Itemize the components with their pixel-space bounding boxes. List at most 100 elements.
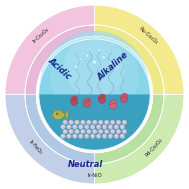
Circle shape	[124, 94, 128, 97]
Wedge shape	[39, 94, 150, 150]
Wedge shape	[94, 94, 164, 164]
Circle shape	[108, 125, 113, 129]
Text: Ru-Co₂O₄: Ru-Co₂O₄	[137, 26, 158, 45]
Text: Alkaline: Alkaline	[96, 51, 130, 83]
Wedge shape	[39, 39, 150, 94]
Circle shape	[116, 65, 119, 68]
Circle shape	[97, 135, 99, 136]
Polygon shape	[52, 110, 64, 120]
Circle shape	[105, 53, 107, 55]
Circle shape	[109, 125, 110, 127]
Circle shape	[102, 94, 106, 98]
Circle shape	[84, 125, 89, 129]
Circle shape	[88, 130, 89, 132]
Circle shape	[84, 100, 91, 107]
Circle shape	[115, 135, 116, 136]
Circle shape	[99, 130, 101, 132]
Circle shape	[85, 135, 87, 136]
Circle shape	[67, 125, 71, 129]
Circle shape	[82, 52, 85, 54]
Circle shape	[111, 121, 113, 122]
Circle shape	[72, 134, 77, 139]
Circle shape	[86, 126, 87, 127]
Circle shape	[82, 121, 83, 122]
Circle shape	[98, 49, 101, 52]
Circle shape	[110, 126, 111, 127]
Circle shape	[70, 97, 74, 101]
Circle shape	[115, 125, 116, 127]
Circle shape	[87, 129, 91, 134]
Circle shape	[105, 53, 106, 54]
Circle shape	[116, 120, 121, 125]
Circle shape	[81, 120, 85, 125]
Circle shape	[98, 95, 102, 99]
Circle shape	[61, 125, 65, 129]
Circle shape	[92, 60, 97, 64]
Wedge shape	[5, 5, 94, 94]
Circle shape	[76, 121, 77, 122]
Circle shape	[62, 125, 63, 127]
Circle shape	[63, 129, 68, 134]
Circle shape	[106, 131, 107, 132]
Circle shape	[117, 130, 119, 132]
Circle shape	[70, 131, 71, 132]
Circle shape	[72, 96, 76, 100]
Circle shape	[80, 126, 81, 127]
Circle shape	[116, 129, 121, 134]
Circle shape	[110, 61, 111, 62]
Circle shape	[78, 125, 83, 129]
Circle shape	[98, 120, 103, 125]
Circle shape	[102, 56, 106, 59]
Circle shape	[100, 131, 101, 132]
Circle shape	[50, 32, 139, 120]
Circle shape	[74, 135, 75, 136]
Circle shape	[39, 39, 150, 150]
Circle shape	[111, 130, 113, 132]
Circle shape	[68, 135, 69, 136]
Circle shape	[74, 126, 75, 127]
Circle shape	[75, 120, 79, 125]
Circle shape	[108, 134, 113, 139]
Circle shape	[56, 113, 58, 115]
Circle shape	[68, 125, 69, 127]
Wedge shape	[94, 94, 184, 184]
Circle shape	[110, 120, 115, 125]
Circle shape	[112, 55, 114, 57]
Circle shape	[89, 47, 90, 48]
Circle shape	[103, 135, 105, 136]
Circle shape	[75, 129, 79, 134]
Circle shape	[98, 97, 105, 104]
Circle shape	[82, 130, 83, 132]
Circle shape	[94, 130, 95, 132]
Circle shape	[69, 129, 74, 134]
Circle shape	[86, 55, 87, 56]
Circle shape	[85, 98, 89, 101]
Circle shape	[96, 134, 101, 139]
Circle shape	[98, 126, 99, 127]
Circle shape	[109, 60, 113, 64]
Circle shape	[78, 134, 83, 139]
Text: Acidic: Acidic	[46, 56, 73, 81]
Circle shape	[74, 125, 75, 127]
Circle shape	[74, 96, 78, 100]
Circle shape	[117, 66, 118, 67]
Circle shape	[64, 121, 65, 122]
Circle shape	[105, 121, 107, 122]
Circle shape	[92, 126, 93, 127]
Circle shape	[90, 125, 95, 129]
Circle shape	[84, 134, 89, 139]
Circle shape	[123, 130, 125, 132]
Circle shape	[124, 131, 125, 132]
Circle shape	[114, 125, 119, 129]
Circle shape	[64, 130, 65, 132]
Circle shape	[79, 58, 82, 61]
Polygon shape	[64, 110, 68, 120]
Circle shape	[92, 129, 97, 134]
Circle shape	[104, 129, 109, 134]
Wedge shape	[94, 25, 164, 94]
Circle shape	[71, 98, 78, 105]
Circle shape	[122, 93, 126, 97]
Circle shape	[70, 130, 71, 132]
Circle shape	[81, 129, 85, 134]
Circle shape	[122, 129, 127, 134]
